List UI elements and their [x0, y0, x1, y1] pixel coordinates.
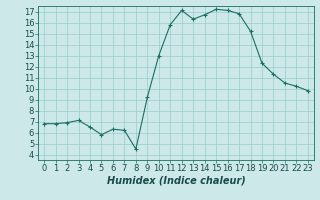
X-axis label: Humidex (Indice chaleur): Humidex (Indice chaleur): [107, 176, 245, 186]
